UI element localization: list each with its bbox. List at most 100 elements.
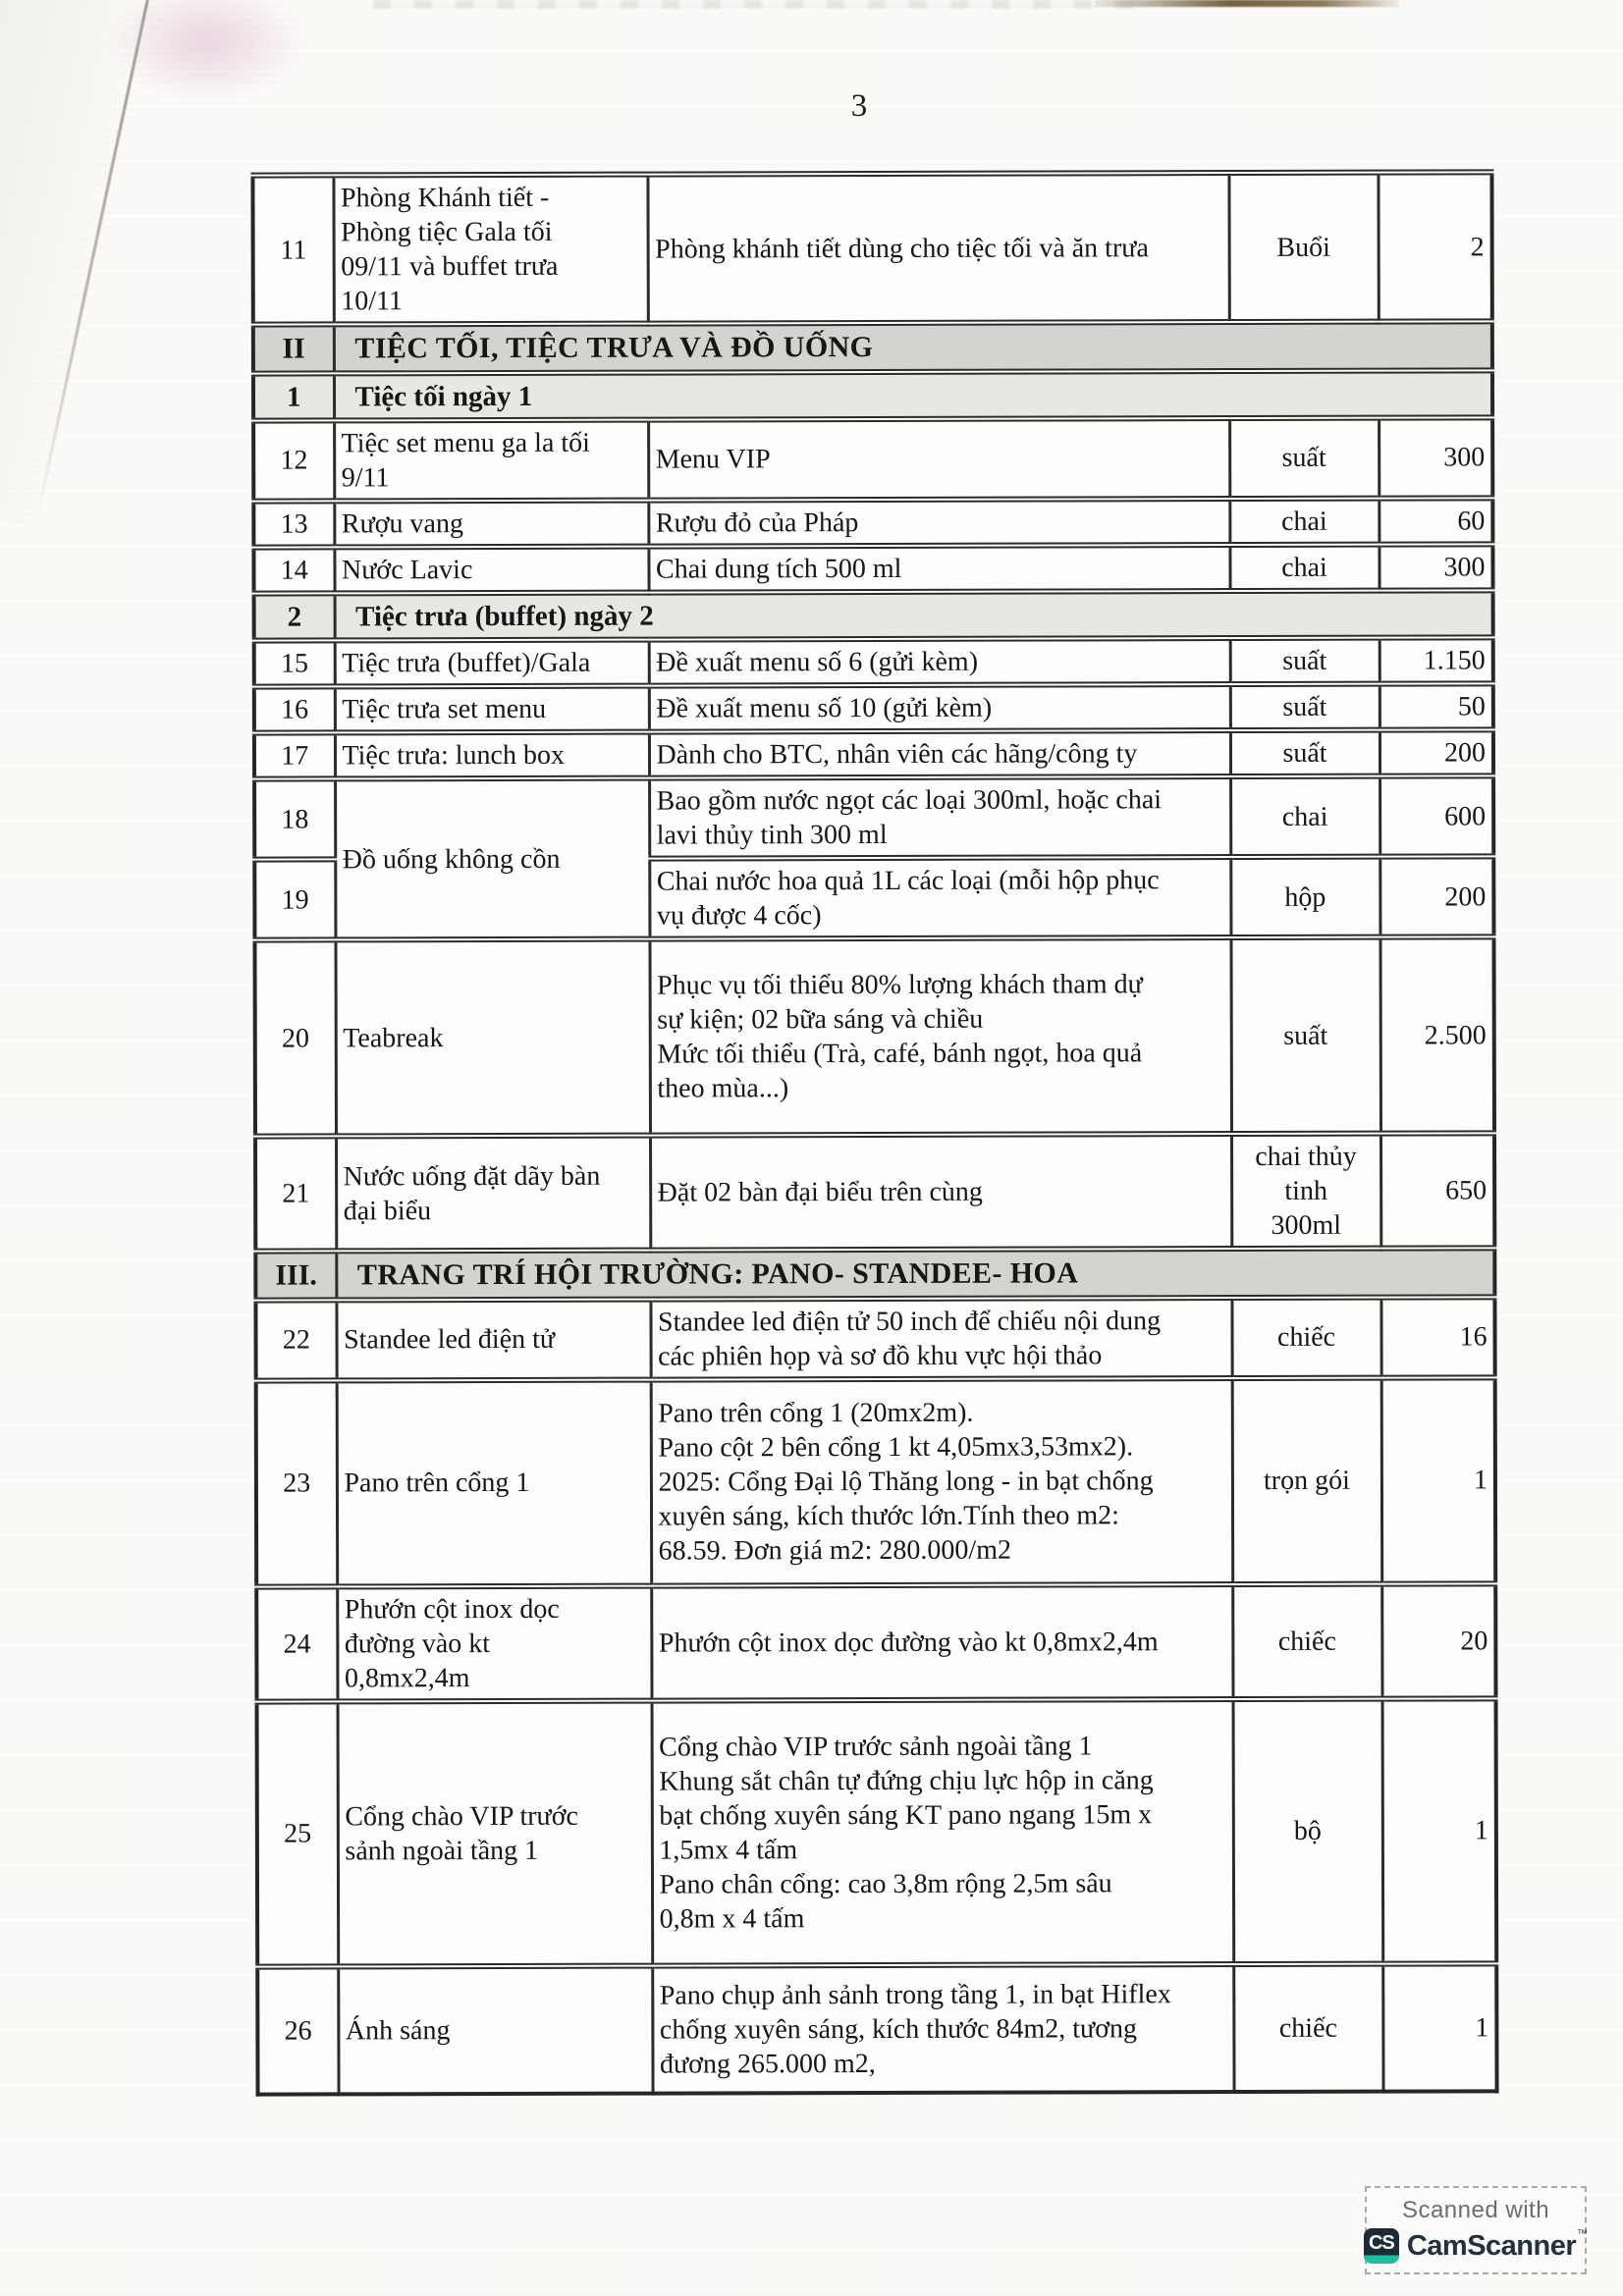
row-number: 25 [256, 1700, 339, 1967]
row-number: 20 [254, 939, 337, 1137]
item-unit: chiếc [1231, 1297, 1381, 1378]
item-quantity: 1 [1380, 1376, 1496, 1584]
item-description: Phòng khánh tiết dùng cho tiệc tối và ăn… [647, 173, 1229, 324]
row-number: 11 [252, 175, 334, 325]
scan-pink-smudge [108, 0, 304, 100]
row-number: 23 [255, 1379, 338, 1587]
item-description: Pano trên cổng 1 (20mx2m). Pano cột 2 bê… [650, 1377, 1233, 1586]
item-unit: chiếc [1232, 1583, 1382, 1699]
table-row: 23 Pano trên cổng 1 Pano trên cổng 1 (20… [255, 1376, 1496, 1587]
item-name-merged: Đồ uống không cồn [335, 777, 650, 940]
item-quantity: 2 [1378, 172, 1492, 322]
table-row: 20 Teabreak Phục vụ tối thiểu 80% lượng … [254, 936, 1495, 1137]
item-quantity: 300 [1379, 417, 1493, 499]
table-row: 18 Đồ uống không cồn Bao gồm nước ngọt c… [254, 775, 1494, 940]
services-table: 11 Phòng Khánh tiết - Phòng tiệc Gala tố… [250, 169, 1499, 2097]
table-row: 22 Standee led điện tử Standee led điện … [255, 1296, 1495, 1381]
item-name: Standee led điện tử [336, 1299, 651, 1380]
table-row: 16 Tiệc trưa set menu Đề xuất menu số 10… [253, 683, 1493, 733]
section-number: III. [255, 1251, 337, 1301]
scan-top-right-strip [1095, 0, 1399, 7]
row-number: 21 [255, 1136, 337, 1252]
table-row: 21 Nước uống đặt dãy bàn đại biểu Đặt 02… [255, 1133, 1495, 1252]
item-unit: suất [1229, 683, 1380, 731]
item-description: Chai dung tích 500 ml [648, 544, 1230, 593]
page-number: 3 [850, 88, 868, 124]
item-unit: bộ [1232, 1698, 1383, 1964]
section-header-row: III. TRANG TRÍ HỘI TRƯỜNG: PANO- STANDEE… [255, 1248, 1495, 1301]
table-row: 17 Tiệc trưa: lunch box Dành cho BTC, nh… [253, 729, 1494, 779]
item-description: Chai nước hoa quả 1L các loại (mỗi hộp p… [649, 857, 1231, 939]
scan-top-smudge [373, 0, 1139, 9]
item-quantity: 650 [1380, 1133, 1495, 1249]
trademark-symbol: ™ [1577, 2228, 1589, 2240]
subsection-number: 2 [253, 593, 335, 641]
item-unit: chai thủy tinh 300ml [1231, 1133, 1381, 1250]
camscanner-logo-icon: CS [1363, 2228, 1399, 2264]
item-name: Phướn cột inox dọc đường vào kt 0,8mx2,4… [337, 1585, 652, 1701]
table-row: 25 Cổng chào VIP trước sảnh ngoài tầng 1… [256, 1697, 1497, 1967]
item-name: Tiệc trưa (buffet)/Gala [334, 639, 649, 687]
table-row: 24 Phướn cột inox dọc đường vào kt 0,8mx… [256, 1582, 1496, 1702]
row-number: 14 [253, 547, 335, 594]
item-description: Đề xuất menu số 6 (gửi kèm) [648, 638, 1230, 686]
item-quantity: 300 [1379, 544, 1493, 591]
item-name: Phòng Khánh tiết - Phòng tiệc Gala tối 0… [333, 174, 648, 325]
item-description: Phục vụ tối thiểu 80% lượng khách tham d… [649, 937, 1232, 1136]
item-description: Pano chụp ảnh sảnh trong tầng 1, in bạt … [652, 1963, 1234, 2094]
item-name: Tiệc trưa: lunch box [334, 731, 650, 779]
item-unit: suất [1229, 729, 1380, 777]
table-row: 15 Tiệc trưa (buffet)/Gala Đề xuất menu … [253, 637, 1493, 687]
subsection-title: Tiệc trưa (buffet) ngày 2 [334, 590, 1493, 641]
section-number: II [252, 324, 334, 374]
item-description: Menu VIP [648, 417, 1230, 501]
item-name: Tiệc set menu ga la tối 9/11 [334, 419, 649, 502]
camscanner-brand: CamScanner [1406, 2229, 1577, 2262]
item-description: Phướn cột inox dọc đường vào kt 0,8mx2,4… [651, 1583, 1233, 1701]
item-name: Tiệc trưa set menu [334, 685, 649, 733]
row-number: 13 [253, 501, 335, 548]
item-description: Standee led điện tử 50 inch để chiếu nội… [650, 1297, 1232, 1380]
table-row: 11 Phòng Khánh tiết - Phòng tiệc Gala tố… [252, 172, 1492, 325]
row-number: 24 [256, 1585, 338, 1702]
item-unit: suất [1229, 637, 1380, 685]
row-number: 17 [253, 732, 336, 779]
subsection-title: Tiệc tối ngày 1 [333, 369, 1493, 421]
item-unit: hộp [1230, 856, 1380, 938]
row-number: 18 [254, 778, 336, 860]
item-quantity: 1 [1382, 1962, 1497, 2092]
row-number: 15 [253, 640, 335, 687]
item-unit: trọn gói [1231, 1377, 1382, 1584]
item-quantity: 1.150 [1379, 637, 1493, 684]
item-quantity: 20 [1381, 1582, 1496, 1699]
item-description: Bao gồm nước ngọt các loại 300ml, hoặc c… [649, 776, 1231, 859]
item-name: Teabreak [335, 938, 651, 1137]
item-quantity: 60 [1379, 498, 1493, 545]
subsection-number: 1 [252, 372, 335, 421]
camscanner-watermark: Scanned with CS CamScanner ™ [1363, 2186, 1589, 2274]
item-name: Cổng chào VIP trước sảnh ngoài tầng 1 [337, 1700, 653, 1966]
item-description: Dành cho BTC, nhân viên các hãng/công ty [648, 730, 1231, 778]
item-quantity: 1 [1381, 1697, 1497, 1964]
item-name: Rượu vang [334, 500, 649, 548]
row-number: 22 [255, 1299, 337, 1381]
item-quantity: 200 [1380, 856, 1494, 937]
row-number: 26 [257, 1965, 339, 2095]
item-description: Cổng chào VIP trước sảnh ngoài tầng 1 Kh… [651, 1698, 1234, 1966]
item-quantity: 200 [1379, 729, 1494, 776]
item-unit: chai [1229, 544, 1380, 591]
item-unit: chai [1229, 498, 1380, 545]
row-number: 16 [253, 686, 335, 733]
subsection-header-row: 1 Tiệc tối ngày 1 [252, 369, 1493, 421]
item-unit: chai [1230, 775, 1380, 858]
item-description: Đặt 02 bàn đại biểu trên cùng [650, 1134, 1232, 1251]
row-number: 12 [253, 420, 335, 502]
scanned-with-label: Scanned with [1401, 2197, 1550, 2223]
table-row: 12 Tiệc set menu ga la tối 9/11 Menu VIP… [253, 417, 1493, 502]
item-description: Đề xuất menu số 10 (gửi kèm) [648, 684, 1230, 732]
item-description: Rượu đỏ của Pháp [648, 498, 1230, 547]
row-number: 19 [254, 859, 336, 940]
section-title: TRANG TRÍ HỘI TRƯỜNG: PANO- STANDEE- HOA [336, 1248, 1495, 1300]
item-name: Ánh sáng [338, 1965, 653, 2094]
